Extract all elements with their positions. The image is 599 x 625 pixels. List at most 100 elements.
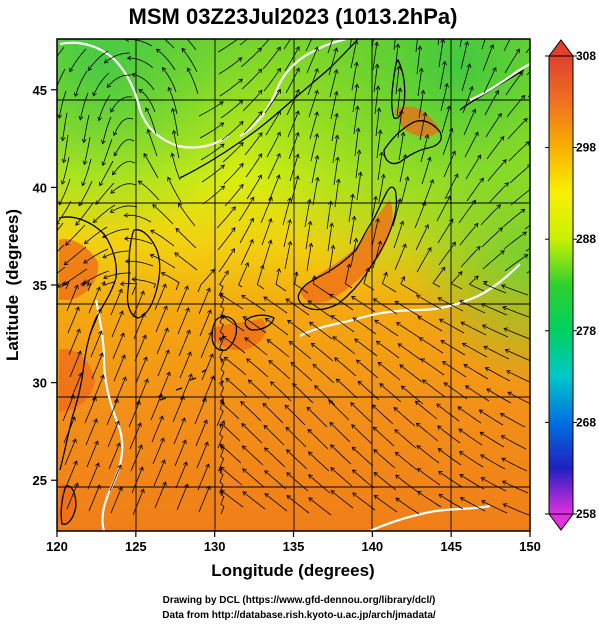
streamline-arrowhead [119,310,124,316]
streamline-arrowhead [375,85,381,90]
streamline [150,230,175,247]
y-axis: 25 30 35 40 45 [33,83,57,488]
streamline [505,349,530,362]
streamline [262,46,281,70]
streamline [482,250,505,270]
streamline-arrowhead [523,118,528,123]
streamline [510,189,530,206]
streamline-arrowhead [335,156,340,162]
streamline-arrowhead [461,342,467,348]
streamline-arrowhead [471,108,477,114]
streamline [200,331,213,359]
streamline-arrowhead [330,490,336,495]
streamline-arrowhead [306,406,312,412]
streamline-arrowhead [49,66,53,70]
streamline-arrowhead [357,171,363,177]
streamline-arrowhead [437,297,443,302]
streamline [132,278,157,289]
streamline-arrowhead [503,327,509,332]
streamline [63,416,76,444]
streamline [374,319,399,337]
streamline-arrowhead [225,377,231,383]
streamline [152,204,174,225]
x-axis: 120 125 130 135 140 145 150 [46,531,541,554]
streamline [334,179,340,208]
streamline [267,153,281,180]
streamline [151,415,164,443]
streamline-arrowhead [417,45,423,50]
streamline-arrowhead [160,437,165,443]
streamline [395,497,420,515]
streamline [392,198,401,227]
streamline-arrowhead [374,63,380,69]
streamline [102,228,130,238]
streamline-arrowhead [383,271,388,277]
streamline [503,328,530,340]
streamline-arrowhead [500,284,506,289]
streamline-arrowhead [400,131,406,137]
streamline-arrowhead [480,303,486,308]
map-area [49,39,530,531]
streamline-arrowhead [353,237,359,243]
streamline-arrowhead [394,451,400,457]
streamline [240,47,262,68]
streamline [219,444,242,464]
streamline [450,271,463,290]
streamline-arrowhead [373,449,378,454]
streamline-arrowhead [502,305,507,311]
streamline [349,39,353,47]
streamline-arrowhead [71,416,76,422]
streamline [265,110,281,136]
streamline [242,445,264,466]
streamline [486,388,512,404]
streamline [397,110,403,139]
streamline [83,114,90,143]
streamline-arrowhead [276,46,281,52]
china-coast [58,216,118,471]
ryukyu-islands [159,369,207,401]
streamline [394,300,420,317]
streamline-arrowhead [131,277,136,282]
streamline [394,243,406,271]
streamline-arrowhead [290,361,296,367]
streamline-arrowhead [231,227,236,232]
streamline-arrowhead [163,305,168,311]
streamline [175,461,188,489]
y-axis-label: Latitude (degrees) [3,209,22,361]
streamline [350,238,357,267]
streamline [125,260,154,267]
streamline [223,163,244,185]
y-tick-label: 30 [33,376,47,391]
streamline [442,128,453,156]
colorbar-tick-label: 268 [576,415,596,429]
streamline-arrowhead [393,406,398,412]
streamline [458,200,476,224]
streamline [131,73,155,91]
streamline [415,39,418,53]
streamline [307,68,318,96]
streamline [286,472,309,492]
streamline [422,379,446,398]
streamline-arrowhead [78,201,83,207]
streamline [419,112,426,141]
streamline-arrowhead [80,281,85,287]
streamline-arrowhead [165,349,170,355]
streamline [363,268,375,291]
streamline [130,444,143,472]
streamline [444,173,459,200]
streamline-arrowhead [239,183,244,189]
streamline-arrowhead [264,317,270,323]
streamline-arrowhead [350,402,355,407]
streamline-arrowhead [286,495,292,500]
streamline [443,382,468,400]
streamline [133,312,146,340]
streamline-arrowhead [351,215,357,221]
streamline [312,364,335,384]
streamline [154,283,167,311]
streamline [416,46,421,75]
streamline [290,175,299,204]
streamline [84,396,97,424]
streamline-arrowhead [239,163,244,168]
streamline [220,489,244,508]
streamline [487,159,507,182]
